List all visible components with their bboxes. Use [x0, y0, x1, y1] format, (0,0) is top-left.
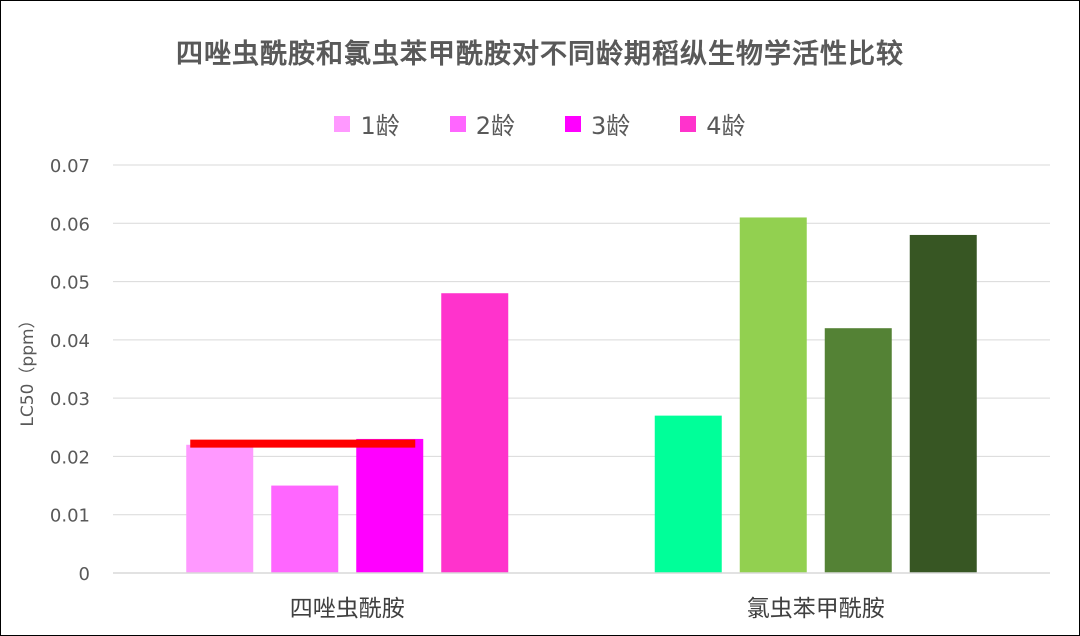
legend-swatch — [565, 115, 581, 132]
bar — [271, 485, 339, 573]
bar — [824, 328, 892, 573]
y-tick-label: 0 — [79, 564, 90, 585]
legend-swatch — [334, 115, 351, 132]
y-tick-label: 0.06 — [50, 214, 90, 235]
x-category-label: 四唑虫酰胺 — [290, 596, 405, 622]
bar — [186, 444, 254, 573]
bar — [739, 217, 807, 573]
legend-label: 4龄 — [706, 112, 746, 140]
x-category-label: 氯虫苯甲酰胺 — [747, 596, 885, 622]
legend-label: 1龄 — [360, 112, 400, 140]
legend-label: 3龄 — [591, 112, 631, 140]
legend-swatch — [449, 115, 466, 132]
y-tick-label: 0.05 — [50, 273, 90, 294]
legend-swatch — [680, 115, 697, 132]
y-tick-label: 0.03 — [50, 389, 90, 410]
chart-title: 四唑虫酰胺和氯虫苯甲酰胺对不同龄期稻纵生物学活性比较 — [176, 39, 904, 70]
y-tick-label: 0.07 — [50, 156, 90, 177]
y-tick-label: 0.04 — [50, 331, 90, 352]
y-tick-label: 0.02 — [50, 447, 90, 468]
bar — [356, 438, 424, 573]
bar — [654, 415, 722, 573]
legend-item: 4龄 — [680, 106, 746, 141]
legend-item: 2龄 — [449, 106, 515, 141]
legend-item: 1龄 — [334, 106, 400, 141]
y-axis-label: LC50（ppm） — [18, 311, 38, 426]
legend: 1龄 2龄 3龄 4龄 — [0, 106, 1080, 141]
legend-item: 3龄 — [565, 106, 630, 141]
bar — [909, 234, 977, 573]
legend-label: 2龄 — [475, 112, 515, 140]
y-tick-label: 0.01 — [50, 506, 90, 527]
bar — [441, 293, 509, 573]
